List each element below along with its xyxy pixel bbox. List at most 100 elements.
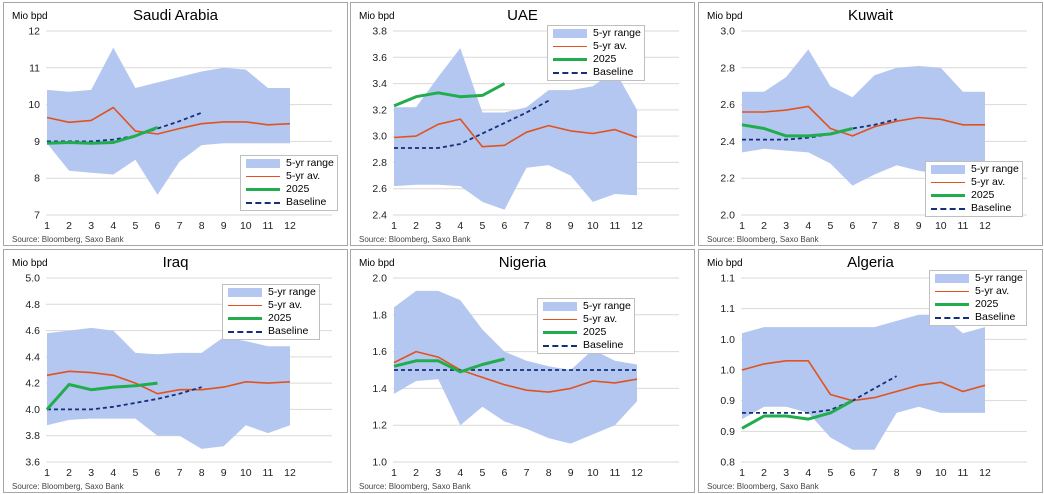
x-tick-label: 6 <box>502 467 508 479</box>
x-tick-label: 8 <box>199 467 205 479</box>
source-note: Source: Bloomberg, Saxo Bank <box>707 235 819 244</box>
y-tick-label: 1.0 <box>720 365 735 377</box>
current-year-line <box>393 82 506 108</box>
x-tick-label: 10 <box>935 467 947 479</box>
legend-baseline: Baseline <box>929 202 1019 215</box>
x-tick-label: 1 <box>739 467 745 479</box>
range-band <box>47 47 290 195</box>
current-year-line <box>45 381 158 411</box>
x-tick-label: 3 <box>783 220 789 232</box>
chart-svg: 1.01.21.41.61.82.01 2 3 4 5 6 7 8 9 10 11 12 <box>372 273 679 479</box>
x-tick-label: 7 <box>872 220 878 232</box>
y-tick-label: 1.1 <box>720 303 735 315</box>
unit-label: Mio bpd <box>359 258 395 269</box>
x-tick-label: 5 <box>479 220 485 232</box>
x-tick-label: 1 <box>44 220 50 232</box>
y-tick-label: 0.9 <box>720 395 735 407</box>
legend-label: Baseline <box>286 196 327 208</box>
x-tick-label: 12 <box>631 467 643 479</box>
chart-legend: 5-yr range 5-yr av. 2025 Baseline <box>240 155 338 211</box>
range-band <box>742 314 985 450</box>
source-note: Source: Bloomberg, Saxo Bank <box>359 482 471 491</box>
x-tick-label: 11 <box>957 220 968 232</box>
x-tick-label: 2 <box>761 220 767 232</box>
current-year-line <box>741 399 854 430</box>
y-tick-label: 2.0 <box>720 210 735 222</box>
chart-svg: 2.42.62.83.03.23.43.63.81 2 3 4 5 6 7 8 9 10 11 12 <box>372 26 679 232</box>
legend-range: 5-yr range <box>929 163 1019 176</box>
x-tick-label: 9 <box>916 467 922 479</box>
legend-current: 2025 <box>226 312 316 325</box>
legend-baseline: Baseline <box>541 339 631 352</box>
y-tick-label: 2.0 <box>372 273 387 285</box>
x-tick-label: 11 <box>609 220 620 232</box>
y-tick-label: 0.8 <box>720 457 735 469</box>
x-tick-label: 7 <box>524 220 530 232</box>
y-tick-label: 4.8 <box>25 299 40 311</box>
chart-panel: 1.0 1.2 1.4 1.6 1.8 2.0 1 2 3 4 5 6 7 8 9 10 11 12 Mio bpd… <box>350 249 695 493</box>
y-tick-label: 8 <box>34 173 40 185</box>
chart-svg: 2.02.22.42.62.83.01 2 3 4 5 6 7 8 9 10 11 12 <box>720 26 1027 232</box>
chart-legend: 5-yr range 5-yr av. 2025 Baseline <box>537 298 635 354</box>
chart-panel: 3.6 3.8 4.0 4.2 4.4 4.6 4.8 5.0 1 2 3 4 5 6 7 8 9 10 11 12 M… <box>3 249 348 493</box>
legend-label: 5-yr av. <box>583 313 618 325</box>
legend-average: 5-yr av. <box>244 170 334 183</box>
y-tick-label: 1.2 <box>372 420 387 432</box>
range-band <box>394 48 637 210</box>
x-tick-label: 2 <box>413 220 419 232</box>
chart-legend: 5-yr range 5-yr av. 2025 Baseline <box>222 284 320 340</box>
chart-panel: 7 8 9 10 11 12 1 2 3 4 5 6 7 8 9 10 11 12 Mio bpd Saudi Ara… <box>3 2 348 246</box>
x-tick-label: 12 <box>979 220 991 232</box>
y-tick-label: 4.2 <box>25 378 40 390</box>
legend-label: 2025 <box>268 312 292 324</box>
x-tick-label: 4 <box>805 220 811 232</box>
source-note: Source: Bloomberg, Saxo Bank <box>12 482 124 491</box>
source-note: Source: Bloomberg, Saxo Bank <box>359 235 471 244</box>
y-tick-label: 3.0 <box>372 131 387 143</box>
x-tick-label: 8 <box>546 220 552 232</box>
x-tick-label: 2 <box>66 220 72 232</box>
x-tick-label: 9 <box>221 220 227 232</box>
y-tick-label: 3.8 <box>25 430 40 442</box>
chart-title: Saudi Arabia <box>132 7 219 24</box>
legend-label: 5-yr range <box>583 300 631 312</box>
y-tick-label: 2.8 <box>720 62 735 74</box>
legend-label: 5-yr range <box>286 157 334 169</box>
x-tick-label: 9 <box>916 220 922 232</box>
x-tick-label: 10 <box>240 220 252 232</box>
chart-svg: 0.80.90.91.01.01.11.11 2 3 4 5 6 7 8 9 10 11 12 <box>720 273 1027 479</box>
legend-label: 5-yr av. <box>975 285 1010 297</box>
x-tick-label: 12 <box>284 220 296 232</box>
legend-label: 5-yr av. <box>593 40 628 52</box>
x-tick-label: 8 <box>894 467 900 479</box>
x-tick-label: 2 <box>761 467 767 479</box>
legend-label: 5-yr range <box>268 286 316 298</box>
range-band <box>47 327 290 449</box>
current-year-line <box>46 125 159 145</box>
x-tick-label: 3 <box>88 220 94 232</box>
unit-label: Mio bpd <box>707 11 743 22</box>
legend-range: 5-yr range <box>933 272 1023 285</box>
chart-title: Kuwait <box>847 7 894 24</box>
y-tick-label: 2.6 <box>372 183 387 195</box>
legend-baseline: Baseline <box>226 325 316 338</box>
legend-average: 5-yr av. <box>541 313 631 326</box>
y-tick-label: 3.2 <box>372 104 387 116</box>
x-tick-label: 11 <box>262 467 273 479</box>
chart-legend: 5-yr range 5-yr av. 2025 Baseline <box>547 25 645 81</box>
legend-label: 2025 <box>971 189 995 201</box>
x-tick-label: 4 <box>457 467 463 479</box>
y-tick-label: 1.4 <box>372 383 387 395</box>
average-line <box>742 105 985 137</box>
legend-average: 5-yr av. <box>929 176 1019 189</box>
range-band <box>742 49 985 186</box>
source-note: Source: Bloomberg, Saxo Bank <box>12 235 124 244</box>
x-tick-label: 12 <box>979 467 991 479</box>
average-line <box>741 360 986 402</box>
x-tick-label: 12 <box>284 467 296 479</box>
x-tick-label: 8 <box>199 220 205 232</box>
legend-range: 5-yr range <box>226 286 316 299</box>
x-tick-label: 5 <box>132 467 138 479</box>
x-tick-label: 4 <box>805 467 811 479</box>
average-line <box>393 350 638 393</box>
